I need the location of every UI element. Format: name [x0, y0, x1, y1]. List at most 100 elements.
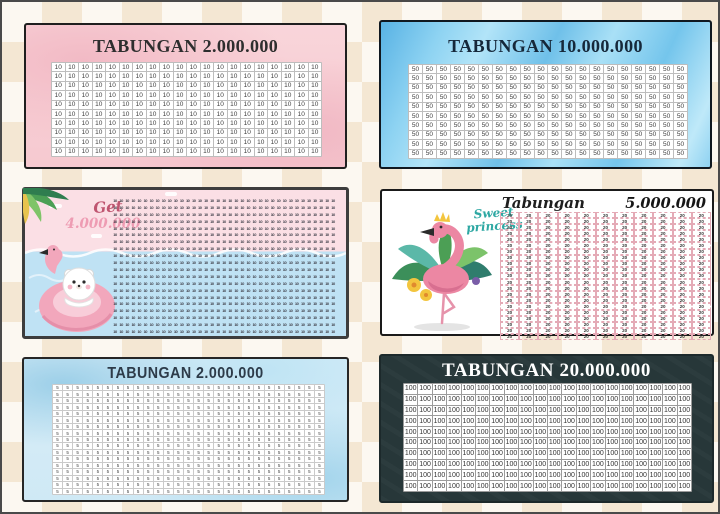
savings-cell: 5: [194, 475, 204, 482]
savings-cell: 20: [672, 272, 692, 280]
savings-cell: 10: [295, 147, 308, 156]
savings-cell: 10: [227, 109, 240, 119]
savings-cell: 5: [264, 469, 274, 475]
savings-cell: 100: [447, 427, 461, 437]
savings-cell: 100: [547, 459, 562, 470]
savings-cell: 5: [224, 436, 234, 443]
savings-cell: 5: [304, 436, 314, 443]
savings-cell: 10: [137, 273, 142, 279]
savings-cell: 10: [308, 72, 321, 81]
savings-cell: 5: [294, 475, 304, 482]
savings-cell: 10: [173, 211, 178, 217]
savings-cell: 20: [500, 285, 520, 292]
savings-cell: 5: [73, 385, 83, 391]
savings-cell: 10: [294, 232, 299, 238]
savings-cell: 20: [672, 333, 692, 340]
savings-cell: 100: [576, 438, 591, 448]
savings-cell: 5: [294, 469, 304, 475]
savings-cell: 10: [295, 138, 308, 147]
savings-cell: 10: [167, 322, 172, 328]
savings-cell: 10: [143, 301, 148, 307]
savings-cell: 50: [478, 121, 492, 130]
savings-cell: 10: [185, 301, 190, 307]
savings-cell: 10: [143, 280, 148, 286]
savings-cell: 20: [634, 254, 654, 261]
savings-cell: 10: [294, 322, 299, 328]
savings-cell: 5: [163, 482, 173, 488]
savings-cell: 5: [113, 462, 123, 469]
savings-cell: 10: [276, 218, 281, 224]
savings-cell: 10: [252, 204, 257, 210]
savings-cell: 10: [185, 280, 190, 286]
savings-cell: 20: [615, 303, 635, 310]
savings-cell: 50: [520, 65, 534, 74]
savings-cell: 10: [234, 225, 238, 231]
savings-cell: 5: [133, 385, 143, 391]
savings-cell: 10: [113, 246, 117, 252]
savings-cell: 5: [294, 449, 304, 456]
savings-cell: 5: [153, 385, 163, 391]
savings-cell: 10: [294, 301, 299, 307]
savings-cell: 20: [672, 254, 692, 261]
savings-cell: 5: [83, 404, 93, 410]
savings-cell: 10: [240, 329, 244, 335]
savings-cell: 5: [53, 488, 63, 494]
savings-cell: 10: [113, 329, 117, 335]
savings-cell: 20: [634, 291, 654, 298]
savings-cell: 50: [674, 65, 687, 74]
savings-cell: 10: [282, 280, 287, 286]
savings-cell: 10: [210, 308, 214, 314]
savings-cell: 10: [313, 273, 317, 279]
savings-cell: 5: [294, 410, 304, 417]
savings-cell: 5: [143, 482, 153, 488]
savings-cell: 5: [194, 391, 204, 397]
savings-cell: 20: [500, 321, 520, 328]
savings-cell: 5: [234, 462, 244, 469]
savings-cell: 20: [595, 291, 616, 298]
savings-cell: 10: [155, 301, 160, 307]
savings-cell: 20: [557, 266, 577, 273]
savings-cell: 5: [83, 443, 93, 449]
savings-cell: 5: [274, 456, 284, 462]
savings-cell: 10: [288, 218, 293, 224]
savings-cell: 10: [319, 273, 323, 279]
savings-cell: 10: [222, 253, 226, 259]
savings-cell: 10: [198, 197, 202, 203]
savings-cell: 50: [632, 93, 646, 102]
savings-cell: 100: [562, 427, 576, 437]
savings-cell: 5: [53, 436, 63, 443]
savings-cell: 20: [576, 285, 596, 292]
savings-cell: 10: [240, 315, 244, 321]
savings-cell: 50: [590, 149, 604, 158]
savings-cell: 5: [183, 397, 194, 404]
savings-cell: 10: [282, 204, 287, 210]
savings-cell: 100: [432, 416, 447, 427]
savings-cell: 5: [143, 417, 153, 423]
savings-cell: 5: [214, 404, 224, 410]
savings-cell: 5: [83, 456, 93, 462]
savings-cell: 20: [615, 248, 635, 255]
savings-cell: 10: [258, 322, 263, 328]
savings-cell: 10: [294, 280, 299, 286]
savings-cell: 5: [73, 462, 83, 469]
savings-cell: 5: [314, 475, 324, 482]
savings-cell: 100: [605, 416, 619, 427]
savings-cell: 10: [307, 218, 311, 224]
savings-cell: 10: [325, 211, 329, 217]
savings-cell: 20: [576, 230, 596, 237]
savings-cell: 5: [93, 449, 103, 456]
savings-cell: 5: [314, 417, 324, 423]
savings-cell: 10: [270, 211, 275, 217]
savings-cell: 5: [153, 410, 163, 417]
savings-cell: 10: [119, 218, 123, 224]
savings-cell: 50: [590, 102, 604, 111]
savings-cell: 10: [331, 232, 335, 238]
savings-cell: 5: [173, 410, 183, 417]
savings-cell: 5: [113, 417, 123, 423]
savings-cell: 100: [677, 459, 691, 470]
savings-cell: 50: [674, 83, 687, 93]
savings-cell: 100: [562, 438, 576, 448]
savings-cell: 10: [65, 63, 78, 72]
savings-cell: 5: [143, 456, 153, 462]
savings-cell: 10: [191, 246, 196, 252]
